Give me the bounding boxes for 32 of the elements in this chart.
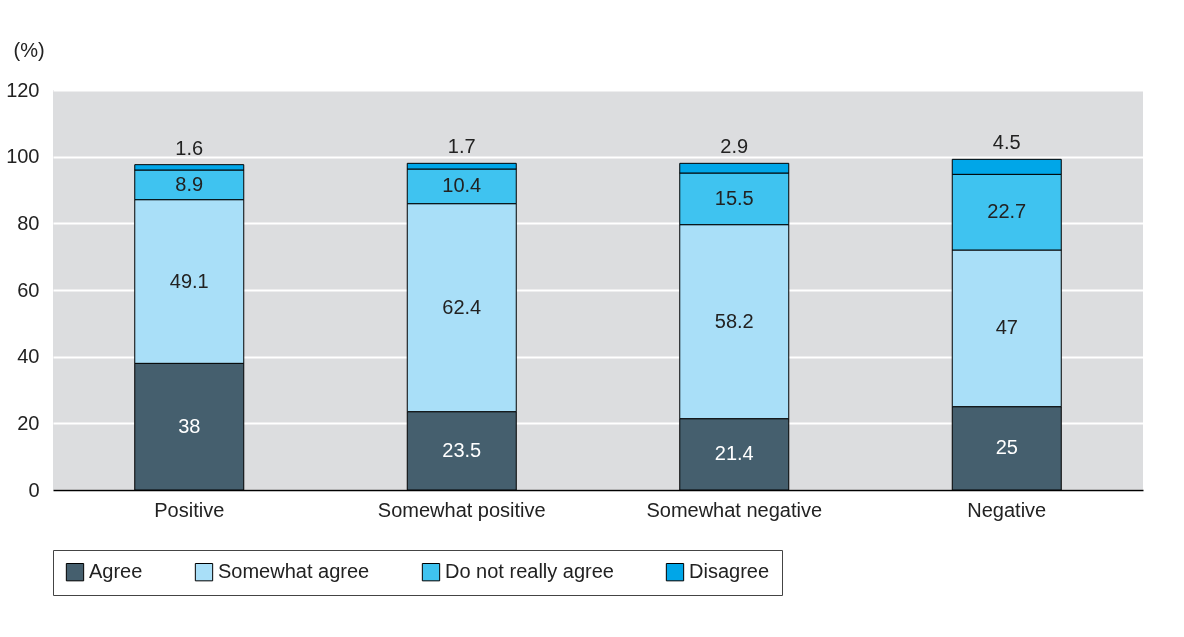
data-label: 1.7: [447, 135, 476, 158]
data-label: 58.2: [714, 309, 754, 332]
data-label: 4.5: [992, 131, 1021, 154]
y-tick-label: 80: [17, 211, 40, 234]
x-tick-label: Negative: [967, 498, 1047, 521]
data-label: 62.4: [442, 295, 482, 318]
data-label: 15.5: [714, 186, 754, 209]
data-label: 10.4: [442, 174, 482, 197]
data-label: 2.9: [720, 135, 749, 158]
data-label: 38: [178, 414, 201, 437]
y-tick-label: 60: [17, 278, 40, 301]
legend-label: Do not really agree: [445, 560, 614, 583]
data-label: 21.4: [714, 442, 754, 465]
legend-label: Agree: [89, 560, 143, 583]
data-label: 8.9: [175, 172, 204, 195]
x-tick-label: Somewhat negative: [646, 498, 823, 521]
legend-label: Disagree: [689, 560, 770, 583]
data-label: 25: [995, 436, 1018, 459]
y-tick-label: 100: [6, 145, 40, 168]
y-tick-label: 20: [17, 411, 40, 434]
y-tick-label: 120: [6, 78, 40, 101]
legend-label: Somewhat agree: [218, 560, 370, 583]
data-label: 47: [995, 316, 1018, 339]
x-tick-label: Positive: [154, 498, 225, 521]
y-tick-label: 0: [28, 478, 40, 501]
data-label: 22.7: [987, 200, 1027, 223]
data-label: 49.1: [169, 269, 209, 292]
y-axis-title: (%): [13, 38, 45, 61]
data-label: 23.5: [442, 438, 482, 461]
x-tick-label: Somewhat positive: [377, 498, 546, 521]
y-tick-label: 40: [17, 345, 40, 368]
data-label: 1.6: [175, 136, 204, 159]
